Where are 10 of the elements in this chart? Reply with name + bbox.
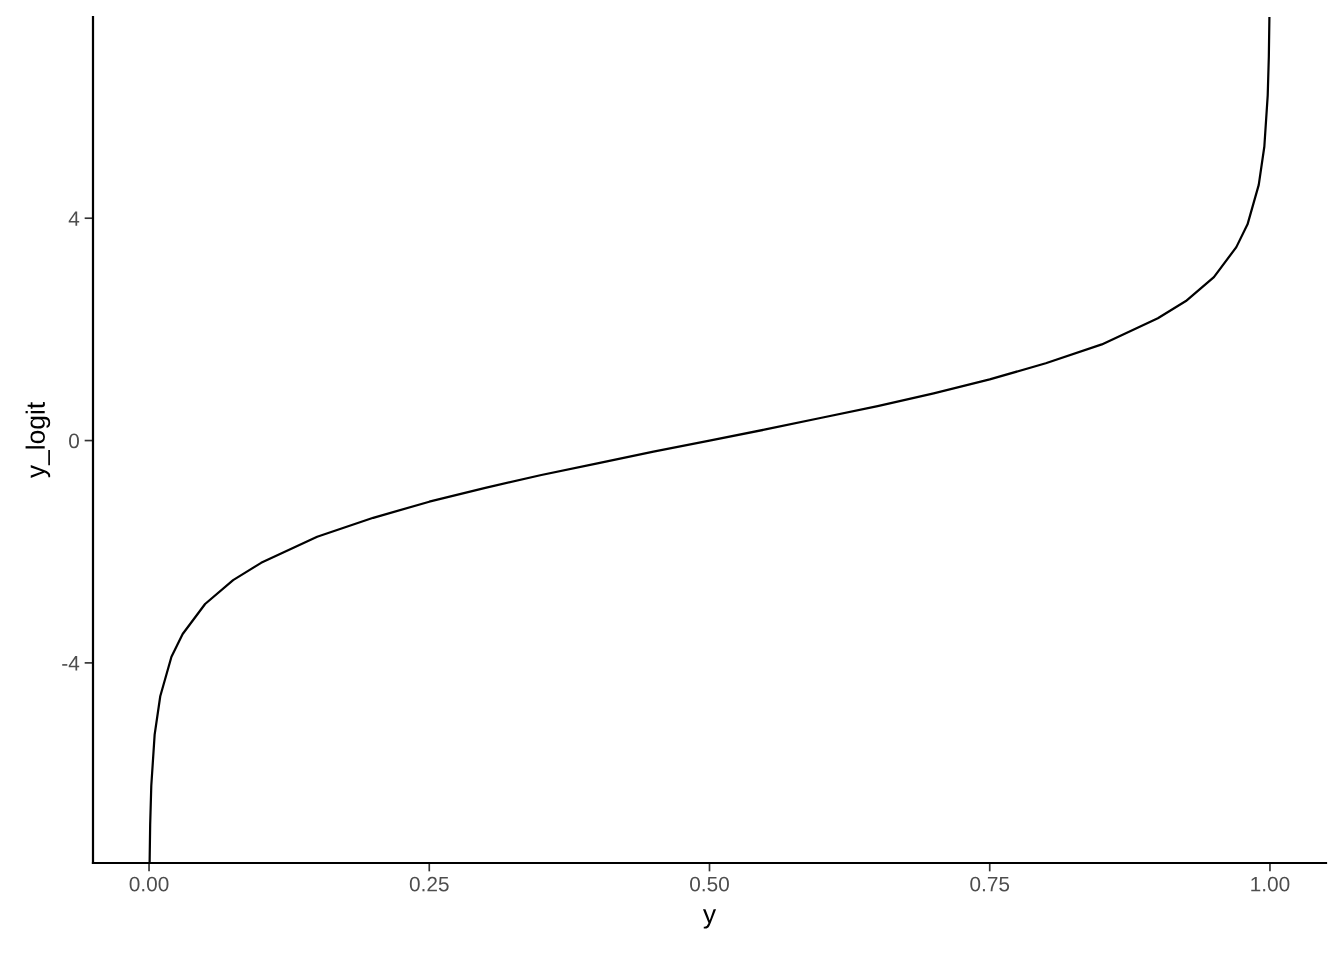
y-tick-label: 4 (68, 211, 80, 226)
x-tick-label: 1.00 (1251, 876, 1290, 892)
x-tick-label: 0.75 (970, 876, 1010, 892)
x-axis-title: y (702, 909, 717, 929)
x-tick-label: 0.00 (129, 876, 169, 892)
x-tick-label: 0.50 (690, 876, 729, 892)
y-axis-title: y_logit (25, 402, 51, 479)
x-tick-label: 0.25 (409, 876, 449, 892)
y-tick-label: -4 (62, 656, 80, 671)
y-tick-label: 0 (69, 433, 79, 449)
